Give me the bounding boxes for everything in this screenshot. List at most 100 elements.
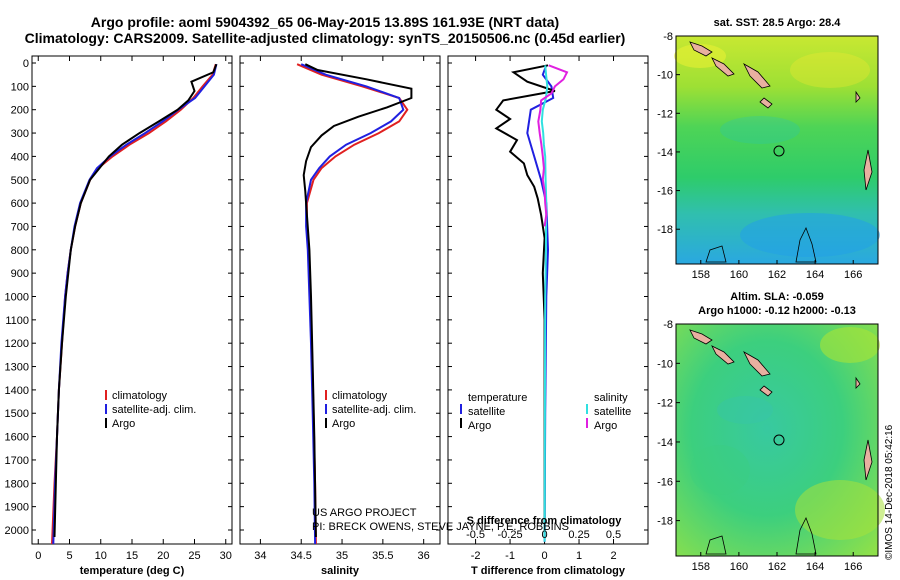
map-title: Altim. SLA: -0.059 xyxy=(730,291,824,303)
y-tick-label: 100 xyxy=(11,81,29,93)
x-axis-label: T difference from climatology xyxy=(471,565,626,577)
salinity-diff-tick-label: -0.25 xyxy=(498,529,523,541)
legend-label: climatology xyxy=(332,390,388,402)
legend-label: Argo xyxy=(112,418,135,430)
x-tick-label: 15 xyxy=(126,550,138,562)
map-x-tick-label: 158 xyxy=(692,269,710,281)
map-x-tick-label: 162 xyxy=(768,269,786,281)
y-tick-label: 800 xyxy=(11,245,29,257)
x-tick-label: -1 xyxy=(505,550,515,562)
title-line-1: Argo profile: aoml 5904392_65 06-May-201… xyxy=(90,14,560,30)
sla-map xyxy=(675,323,885,557)
y-tick-label: 200 xyxy=(11,105,29,117)
x-tick-label: 25 xyxy=(188,550,200,562)
y-tick-label: 400 xyxy=(11,151,29,163)
salinity-diff-tick-label: -0.5 xyxy=(466,529,485,541)
x-tick-label: 0 xyxy=(35,550,41,562)
y-tick-label: 1300 xyxy=(5,362,29,374)
map-x-tick-label: 162 xyxy=(768,561,786,573)
y-tick-label: 1100 xyxy=(5,315,29,327)
series-salinity-argo xyxy=(537,64,569,227)
sla-argo-location xyxy=(773,434,785,446)
x-tick-label: 34.5 xyxy=(291,550,312,562)
map-y-tick-label: -16 xyxy=(657,186,673,198)
salinity-diff-label: S difference from climatology xyxy=(467,515,623,527)
salinity-diff-tick-label: 0 xyxy=(541,529,547,541)
salinity-profile: 34 34.5 35 35.5 36 salinity climatology satelli… xyxy=(239,55,441,577)
series-argo xyxy=(302,63,413,538)
plot-frame xyxy=(239,55,441,545)
x-axis-label: temperature (deg C) xyxy=(80,565,185,577)
legend-label: satellite xyxy=(468,406,505,418)
map-x-tick-label: 160 xyxy=(730,561,748,573)
y-tick-label: 1000 xyxy=(5,291,29,303)
legend-label: Argo xyxy=(332,418,355,430)
sla-islands xyxy=(689,329,873,481)
map-y-tick-label: -8 xyxy=(663,31,673,43)
y-tick-label: 300 xyxy=(11,128,29,140)
map-x-tick-label: 166 xyxy=(844,269,862,281)
x-tick-label: 1 xyxy=(576,550,582,562)
legend-label: satellite-adj. clim. xyxy=(332,404,416,416)
imos-stamp: ©IMOS 14-Dec-2018 05:42:16 xyxy=(884,424,895,560)
temperature-profile: 0100200300400500600700800900100011001200… xyxy=(5,55,233,577)
salinity-diff-tick-label: 0.5 xyxy=(606,529,621,541)
map-x-tick-label: 158 xyxy=(692,561,710,573)
map-y-tick-label: -10 xyxy=(657,358,673,370)
x-tick-label: 10 xyxy=(95,550,107,562)
y-tick-label: 1600 xyxy=(5,432,29,444)
x-tick-label: 36 xyxy=(418,550,430,562)
project-credit-2: PI: BRECK OWENS, STEVE JAYNE, P.E. ROBBI… xyxy=(312,521,569,533)
map-title: sat. SST: 28.5 Argo: 28.4 xyxy=(714,17,842,29)
y-tick-label: 500 xyxy=(11,175,29,187)
y-tick-label: 1500 xyxy=(5,408,29,420)
map-x-tick-label: 164 xyxy=(806,269,824,281)
map-y-tick-label: -18 xyxy=(657,224,673,236)
map-x-tick-label: 160 xyxy=(730,269,748,281)
legend-label: climatology xyxy=(112,390,168,402)
legend-label: temperature xyxy=(468,392,527,404)
map-x-tick-label: 164 xyxy=(806,561,824,573)
legend-label: salinity xyxy=(594,392,628,404)
map-y-tick-label: -12 xyxy=(657,398,673,410)
map-y-tick-label: -8 xyxy=(663,319,673,331)
y-tick-label: 900 xyxy=(11,268,29,280)
y-tick-label: 1400 xyxy=(5,385,29,397)
y-tick-label: 1900 xyxy=(5,502,29,514)
map-y-tick-label: -12 xyxy=(657,108,673,120)
map-title: Argo h1000: -0.12 h2000: -0.13 xyxy=(698,305,856,317)
y-tick-label: 1200 xyxy=(5,338,29,350)
x-tick-label: 20 xyxy=(157,550,169,562)
map-y-tick-label: -14 xyxy=(657,147,673,159)
y-tick-label: 1700 xyxy=(5,455,29,467)
x-tick-label: -2 xyxy=(471,550,481,562)
map-y-tick-label: -10 xyxy=(657,70,673,82)
x-tick-label: 5 xyxy=(66,550,72,562)
sst-map xyxy=(674,35,880,265)
x-tick-label: 35 xyxy=(336,550,348,562)
legend-label: Argo xyxy=(468,420,491,432)
project-credit-1: US ARGO PROJECT xyxy=(312,507,417,519)
difference-profile: -2 -1 0 1 2 T difference from climatology -0.5… xyxy=(447,55,649,577)
series-argo xyxy=(53,63,218,538)
y-tick-label: 0 xyxy=(23,58,29,70)
map-y-tick-label: -18 xyxy=(657,516,673,528)
x-tick-label: 30 xyxy=(220,550,232,562)
x-tick-label: 2 xyxy=(610,550,616,562)
y-tick-label: 2000 xyxy=(5,525,29,537)
map-y-tick-label: -16 xyxy=(657,476,673,488)
plot-frame xyxy=(31,55,233,545)
plot-frame xyxy=(447,55,649,545)
salinity-diff-tick-label: 0.25 xyxy=(568,529,589,541)
legend-label: satellite-adj. clim. xyxy=(112,404,196,416)
series-temperature-satellite xyxy=(526,64,555,542)
sst-map-axes: 158 160 162 164 166 -8 -10 -12 -14 -16 -18 sat. SST… xyxy=(657,17,862,281)
sla-map-axes: 158 160 162 164 166 -8 -10 -12 -14 -16 -18 Altim. S… xyxy=(657,291,862,573)
x-tick-label: 34 xyxy=(254,550,266,562)
x-axis-label: salinity xyxy=(321,565,360,577)
y-tick-label: 600 xyxy=(11,198,29,210)
legend-label: satellite xyxy=(594,406,631,418)
y-tick-label: 1800 xyxy=(5,478,29,490)
x-tick-label: 35.5 xyxy=(372,550,393,562)
